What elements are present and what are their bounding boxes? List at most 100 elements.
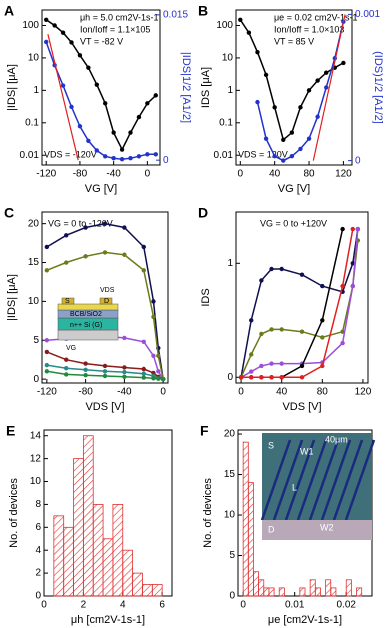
layer (57, 329, 119, 341)
data-point (83, 373, 88, 378)
inset-label: D (268, 524, 275, 534)
annotation: VDS = -120V (44, 149, 97, 159)
series-line (312, 14, 346, 161)
data-point (141, 375, 146, 380)
data-point (324, 85, 329, 90)
data-point (64, 372, 69, 377)
histogram-bar (268, 587, 275, 597)
data-point (269, 266, 274, 272)
x-tick-label: 120 (335, 169, 352, 180)
annotation: VG = 0 to -120V (48, 218, 113, 228)
x-axis-label: VG [V] (278, 183, 310, 195)
annotation: Ion/Ioff = 1.1×105 (80, 24, 150, 34)
data-point (44, 362, 50, 368)
histogram-bar (247, 482, 254, 597)
data-point (122, 252, 127, 257)
y-tick-label: 0 (227, 372, 233, 383)
data-point (269, 375, 274, 380)
inset-label: VG (66, 345, 76, 352)
channel-line (296, 439, 328, 521)
x-tick-label: 40 (269, 169, 281, 180)
data-point (64, 357, 69, 362)
data-point (153, 93, 158, 98)
x-tick-label: -40 (117, 387, 132, 398)
data-point (83, 361, 88, 366)
data-point (279, 327, 284, 332)
data-point (122, 369, 127, 375)
data-point (298, 105, 303, 110)
data-point (151, 376, 156, 381)
data-point (340, 340, 345, 346)
inset-label: VDS (100, 287, 115, 294)
panel-label: F (200, 423, 209, 439)
data-point (272, 105, 277, 110)
annotation: VT = 85 V (274, 36, 314, 46)
x-tick-label: 0 (160, 387, 166, 398)
y-tick-label: 0.1 (219, 117, 233, 128)
data-point (160, 376, 166, 382)
data-point (119, 147, 125, 152)
data-point (44, 244, 50, 250)
y-axis-label: IDS [μA] (200, 67, 212, 108)
x-axis-label: μe [cm2V-1s-1] (268, 614, 342, 626)
data-point (320, 318, 325, 323)
panel-label: B (198, 3, 208, 19)
x-tick-label: 120 (355, 387, 372, 398)
y-tick-label: 15 (28, 257, 40, 268)
histogram-bar (53, 515, 65, 597)
data-point (279, 361, 284, 366)
data-point (102, 363, 108, 369)
data-point (281, 137, 286, 142)
data-point (315, 114, 320, 119)
histogram-bar (314, 587, 321, 597)
data-point (269, 327, 274, 332)
x-tick-label: 6 (159, 600, 165, 611)
data-point (119, 156, 125, 162)
data-point (122, 225, 127, 230)
data-point (111, 156, 116, 161)
data-point (340, 226, 345, 232)
x-tick-label: 80 (317, 387, 329, 398)
data-point (44, 39, 49, 45)
annotation: μh = 5.0 cm2V-1s-1 (80, 12, 158, 22)
data-point (156, 353, 161, 358)
inset-label: n++ Si (G) (70, 322, 102, 329)
inset-label: W1 (300, 446, 314, 456)
x-tick-label: 4 (120, 600, 126, 611)
inset-label: 40μm (325, 434, 348, 444)
y-tick-label: 10 (28, 296, 40, 307)
data-point (102, 250, 108, 255)
device-schematic (57, 297, 119, 341)
data-point (299, 375, 305, 380)
x-tick-label: -80 (73, 169, 88, 180)
plot-frame (41, 9, 161, 166)
plot-frame (41, 211, 169, 384)
data-point (77, 124, 83, 129)
histogram-bar (112, 504, 124, 597)
x-tick-label: 0 (145, 169, 151, 180)
data-point (136, 114, 142, 120)
data-point (259, 363, 264, 369)
data-point (272, 154, 277, 159)
data-point (299, 329, 305, 334)
y-tick-label: 100 (216, 20, 233, 31)
data-point (299, 272, 305, 277)
data-point (52, 23, 57, 28)
data-point (111, 130, 116, 135)
data-point (145, 101, 150, 106)
data-point (156, 376, 161, 381)
layer (57, 303, 119, 311)
x-axis-label: μh [cm2V-1s-1] (71, 614, 145, 626)
data-point (83, 367, 88, 372)
histogram-bar (142, 584, 153, 597)
data-point (122, 335, 127, 341)
data-point (249, 318, 254, 323)
data-point (350, 226, 355, 232)
data-point (320, 283, 325, 289)
histogram-bar (82, 435, 94, 597)
annotation: VDS = 120V (238, 149, 288, 159)
data-point (64, 260, 69, 265)
y-tick-label: 10 (30, 476, 42, 487)
data-point (340, 283, 345, 289)
x-axis-label: VDS [V] (85, 401, 124, 413)
